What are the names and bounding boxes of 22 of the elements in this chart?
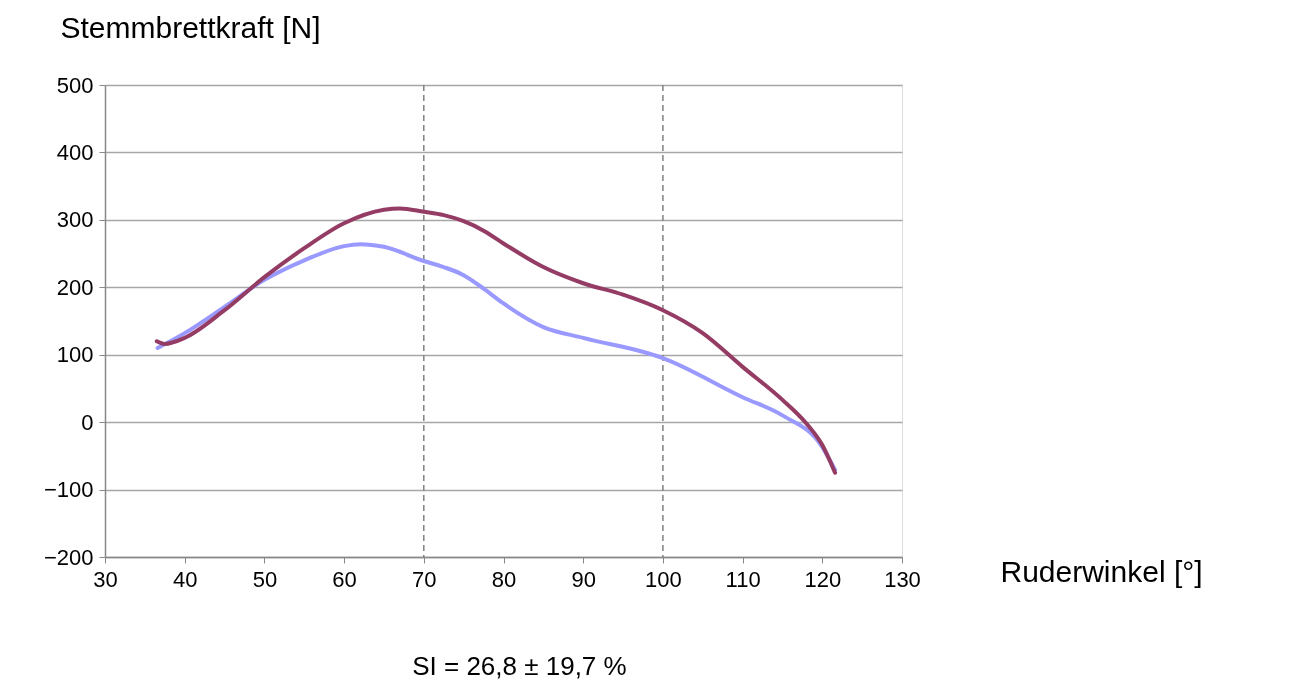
x-tick-label: 50 — [252, 566, 278, 592]
x-tick-label: 120 — [804, 566, 842, 592]
y-tick-label: 300 — [56, 207, 94, 233]
y-tick-label: −100 — [43, 477, 94, 503]
x-tick-label: 60 — [332, 566, 357, 592]
y-tick-label: −200 — [43, 544, 94, 570]
y-tick-label: 0 — [81, 409, 94, 435]
x-tick-label: 90 — [571, 566, 596, 592]
text: SI = 26,8 ± 19,7 % — [412, 651, 627, 681]
y-tick-label: 500 — [56, 72, 94, 98]
x-tick-label: 80 — [491, 566, 517, 592]
y-tick-label: 400 — [56, 139, 94, 165]
x-axis-title: Ruderwinkel [°] — [1000, 554, 1203, 588]
y-tick-label: 100 — [56, 342, 94, 368]
x-tick-label: 110 — [725, 566, 761, 592]
x-tick-label: 100 — [645, 566, 682, 592]
x-tick-label: 70 — [412, 566, 437, 592]
x-tick-label: 30 — [93, 566, 118, 592]
x-tick-label: 130 — [884, 566, 921, 592]
x-tick-label: 40 — [172, 566, 198, 592]
y-tick-label: 200 — [56, 274, 94, 300]
y-axis-title: Stemmbrettkraft [N] — [60, 10, 321, 44]
